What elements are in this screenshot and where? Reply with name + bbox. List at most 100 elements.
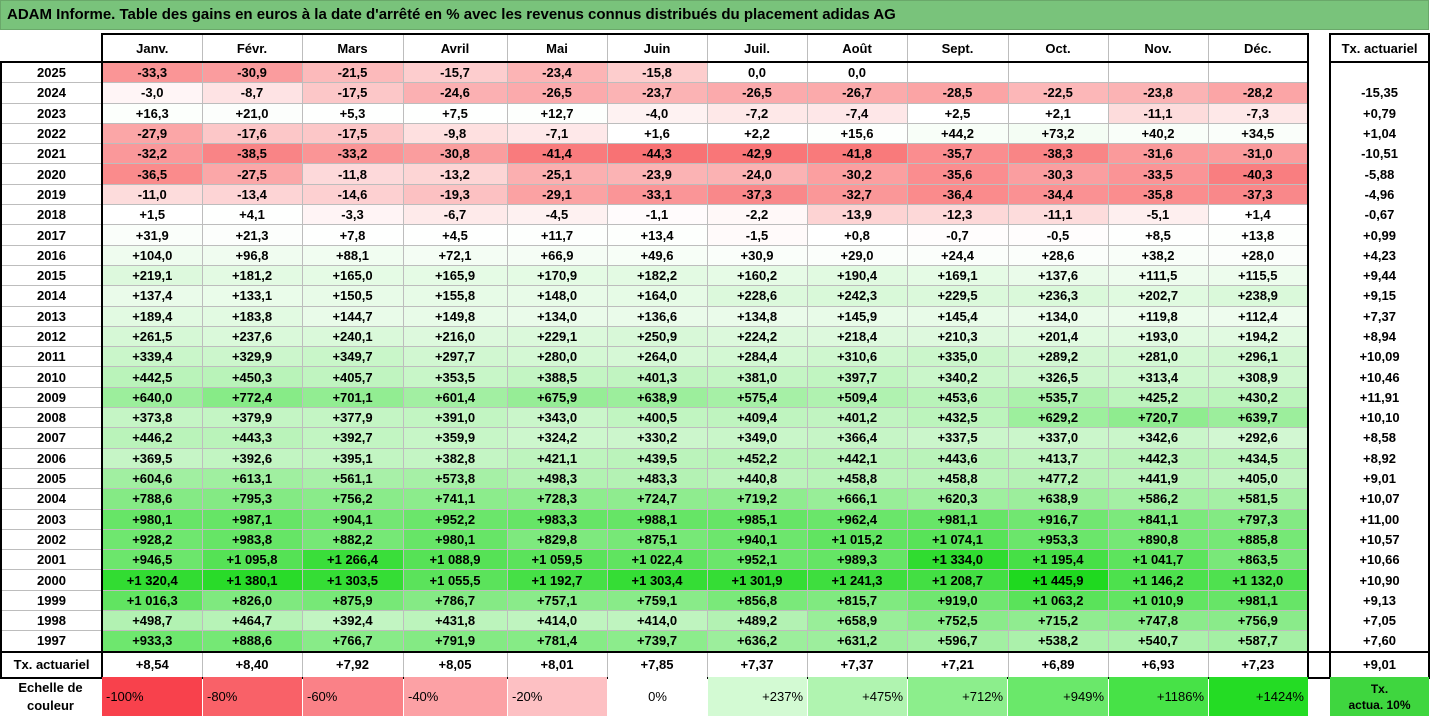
gain-cell: +766,7 [301, 630, 404, 653]
year-row: 2023 +16,3 +21,0 +5,3 +7,5 +12,7 -4,0 -7,2 -7,4 +… [0, 102, 1430, 124]
gain-cell: +165,9 [402, 264, 508, 287]
gain-cell: +425,2 [1107, 386, 1209, 409]
gain-cell: +1,4 [1207, 204, 1309, 226]
gain-cell: +728,3 [506, 488, 608, 510]
legend-swatch: +1424% [1209, 677, 1308, 716]
gain-cell: +752,5 [906, 610, 1009, 632]
gain-cell: +980,1 [101, 508, 203, 530]
gain-cell: +182,2 [606, 264, 708, 287]
gain-cell: +841,1 [1107, 508, 1209, 530]
gain-cell: +829,8 [506, 528, 608, 551]
gain-cell: +15,6 [806, 122, 908, 145]
gain-cell: -44,3 [606, 143, 708, 165]
gain-cell: +13,8 [1207, 224, 1309, 246]
gain-cell: -36,5 [101, 163, 203, 185]
gain-cell: +498,7 [101, 610, 203, 632]
tx-actuariel-cell: +8,05 [402, 650, 508, 679]
gain-cell: -36,4 [906, 183, 1009, 206]
legend-swatch: -60% [303, 677, 403, 716]
gain-cell: +940,1 [706, 528, 808, 551]
year-label: 2022 [0, 122, 103, 145]
gain-cell: -1,1 [606, 204, 708, 226]
gain-cell: -41,8 [806, 143, 908, 165]
gain-cell: +1 192,7 [506, 569, 608, 591]
gain-cell: 0,0 [806, 61, 908, 84]
legend-swatch: -80% [203, 677, 302, 716]
gain-cell: +144,7 [301, 305, 404, 327]
gain-cell: +310,6 [806, 346, 908, 368]
gain-cell: +882,2 [301, 528, 404, 551]
annual-rate-cell: +9,15 [1329, 285, 1430, 307]
row-gap [1308, 468, 1330, 489]
gain-cell: +885,8 [1207, 528, 1309, 551]
row-gap [1308, 346, 1330, 367]
gain-cell: +2,1 [1007, 102, 1109, 124]
row-gap [1308, 509, 1330, 530]
annual-rate-cell: +1,04 [1329, 123, 1430, 144]
gain-cell: +498,3 [506, 467, 608, 490]
gain-cell: -33,5 [1107, 163, 1209, 185]
gain-cell: +875,9 [301, 589, 404, 612]
gain-cell: +756,9 [1207, 610, 1309, 632]
gains-table: Janv. Févr. Mars Avril Mai Juin Juil. Août Sept.… [0, 33, 1430, 679]
gain-cell: +400,5 [606, 407, 708, 429]
year-label: 2016 [0, 244, 103, 266]
row-gap [1308, 448, 1330, 469]
gain-cell: -32,2 [101, 143, 203, 165]
year-row: 2005 +604,6 +613,1 +561,1 +573,8 +498,3 +483,3… [0, 467, 1430, 490]
gain-cell: +1 266,4 [301, 549, 404, 571]
gain-cell: +329,9 [201, 346, 303, 368]
legend-label: Echelle de couleur [0, 675, 101, 718]
gain-cell: +337,5 [906, 427, 1009, 449]
gain-cell: +397,7 [806, 366, 908, 388]
gain-cell: +601,4 [402, 386, 508, 409]
year-row: 2000 +1 320,4 +1 380,1 +1 303,5 +1 055,5 +1 1… [0, 569, 1430, 591]
gain-cell: +788,6 [101, 488, 203, 510]
gain-cell: +1 015,2 [806, 528, 908, 551]
gain-cell: +640,0 [101, 386, 203, 409]
gain-cell: +613,1 [201, 467, 303, 490]
annual-rate-cell: +10,90 [1329, 569, 1430, 591]
gain-cell: -2,2 [706, 204, 808, 226]
gain-cell: +442,3 [1107, 447, 1209, 469]
tx-actuariel-cell: +7,23 [1207, 650, 1309, 679]
gain-cell: +292,6 [1207, 427, 1309, 449]
gain-cell: 0,0 [706, 61, 808, 84]
year-label: 2009 [0, 386, 103, 409]
year-label: 2006 [0, 447, 103, 469]
year-label: 2012 [0, 325, 103, 348]
year-row: 2020 -36,5 -27,5 -11,8 -13,2 -25,1 -23,9 -24,0-… [0, 163, 1430, 185]
gain-cell: +210,3 [906, 325, 1009, 348]
gain-cell: +1 016,3 [101, 589, 203, 612]
gain-cell: +28,6 [1007, 244, 1109, 266]
annual-rate-cell: +11,00 [1329, 509, 1430, 530]
year-row: 2025 -33,3 -30,9 -21,5 -15,7 -23,4 -15,8 0,0 0,0 [0, 61, 1430, 84]
gain-cell: -0,5 [1007, 224, 1109, 246]
gain-cell: +0,8 [806, 224, 908, 246]
month-header: Juil. [706, 33, 808, 63]
gain-cell: -26,5 [506, 82, 608, 104]
gain-cell: -17,5 [301, 122, 404, 145]
gain-cell: +1 063,2 [1007, 589, 1109, 612]
page-title: ADAM Informe. Table des gains en euros à… [0, 0, 1429, 30]
gain-cell: +540,7 [1107, 630, 1209, 653]
gain-cell: +575,4 [706, 386, 808, 409]
gain-cell: -33,3 [101, 61, 203, 84]
month-header: Mai [506, 33, 608, 63]
gain-cell: +453,6 [906, 386, 1009, 409]
gain-cell: +919,0 [906, 589, 1009, 612]
gain-cell: -28,2 [1207, 82, 1309, 104]
year-row: 2022 -27,9 -17,6 -17,5 -9,8 -7,1 +1,6 +2,2 +15,6… [0, 122, 1430, 145]
tx-actuariel-cell: +7,92 [301, 650, 404, 679]
year-label: 1999 [0, 589, 103, 612]
gain-cell: +218,4 [806, 325, 908, 348]
gain-cell: +2,2 [706, 122, 808, 145]
tx-actuariel-cell: +8,54 [101, 650, 203, 679]
annual-rate-cell: +7,37 [1329, 306, 1430, 327]
gain-cell: +366,4 [806, 427, 908, 449]
annual-rate-cell: +7,05 [1329, 610, 1430, 631]
gain-cell: -8,7 [201, 82, 303, 104]
gain-cell: +1 241,3 [806, 569, 908, 591]
gain-cell: +795,3 [201, 488, 303, 510]
gain-cell: -23,7 [606, 82, 708, 104]
